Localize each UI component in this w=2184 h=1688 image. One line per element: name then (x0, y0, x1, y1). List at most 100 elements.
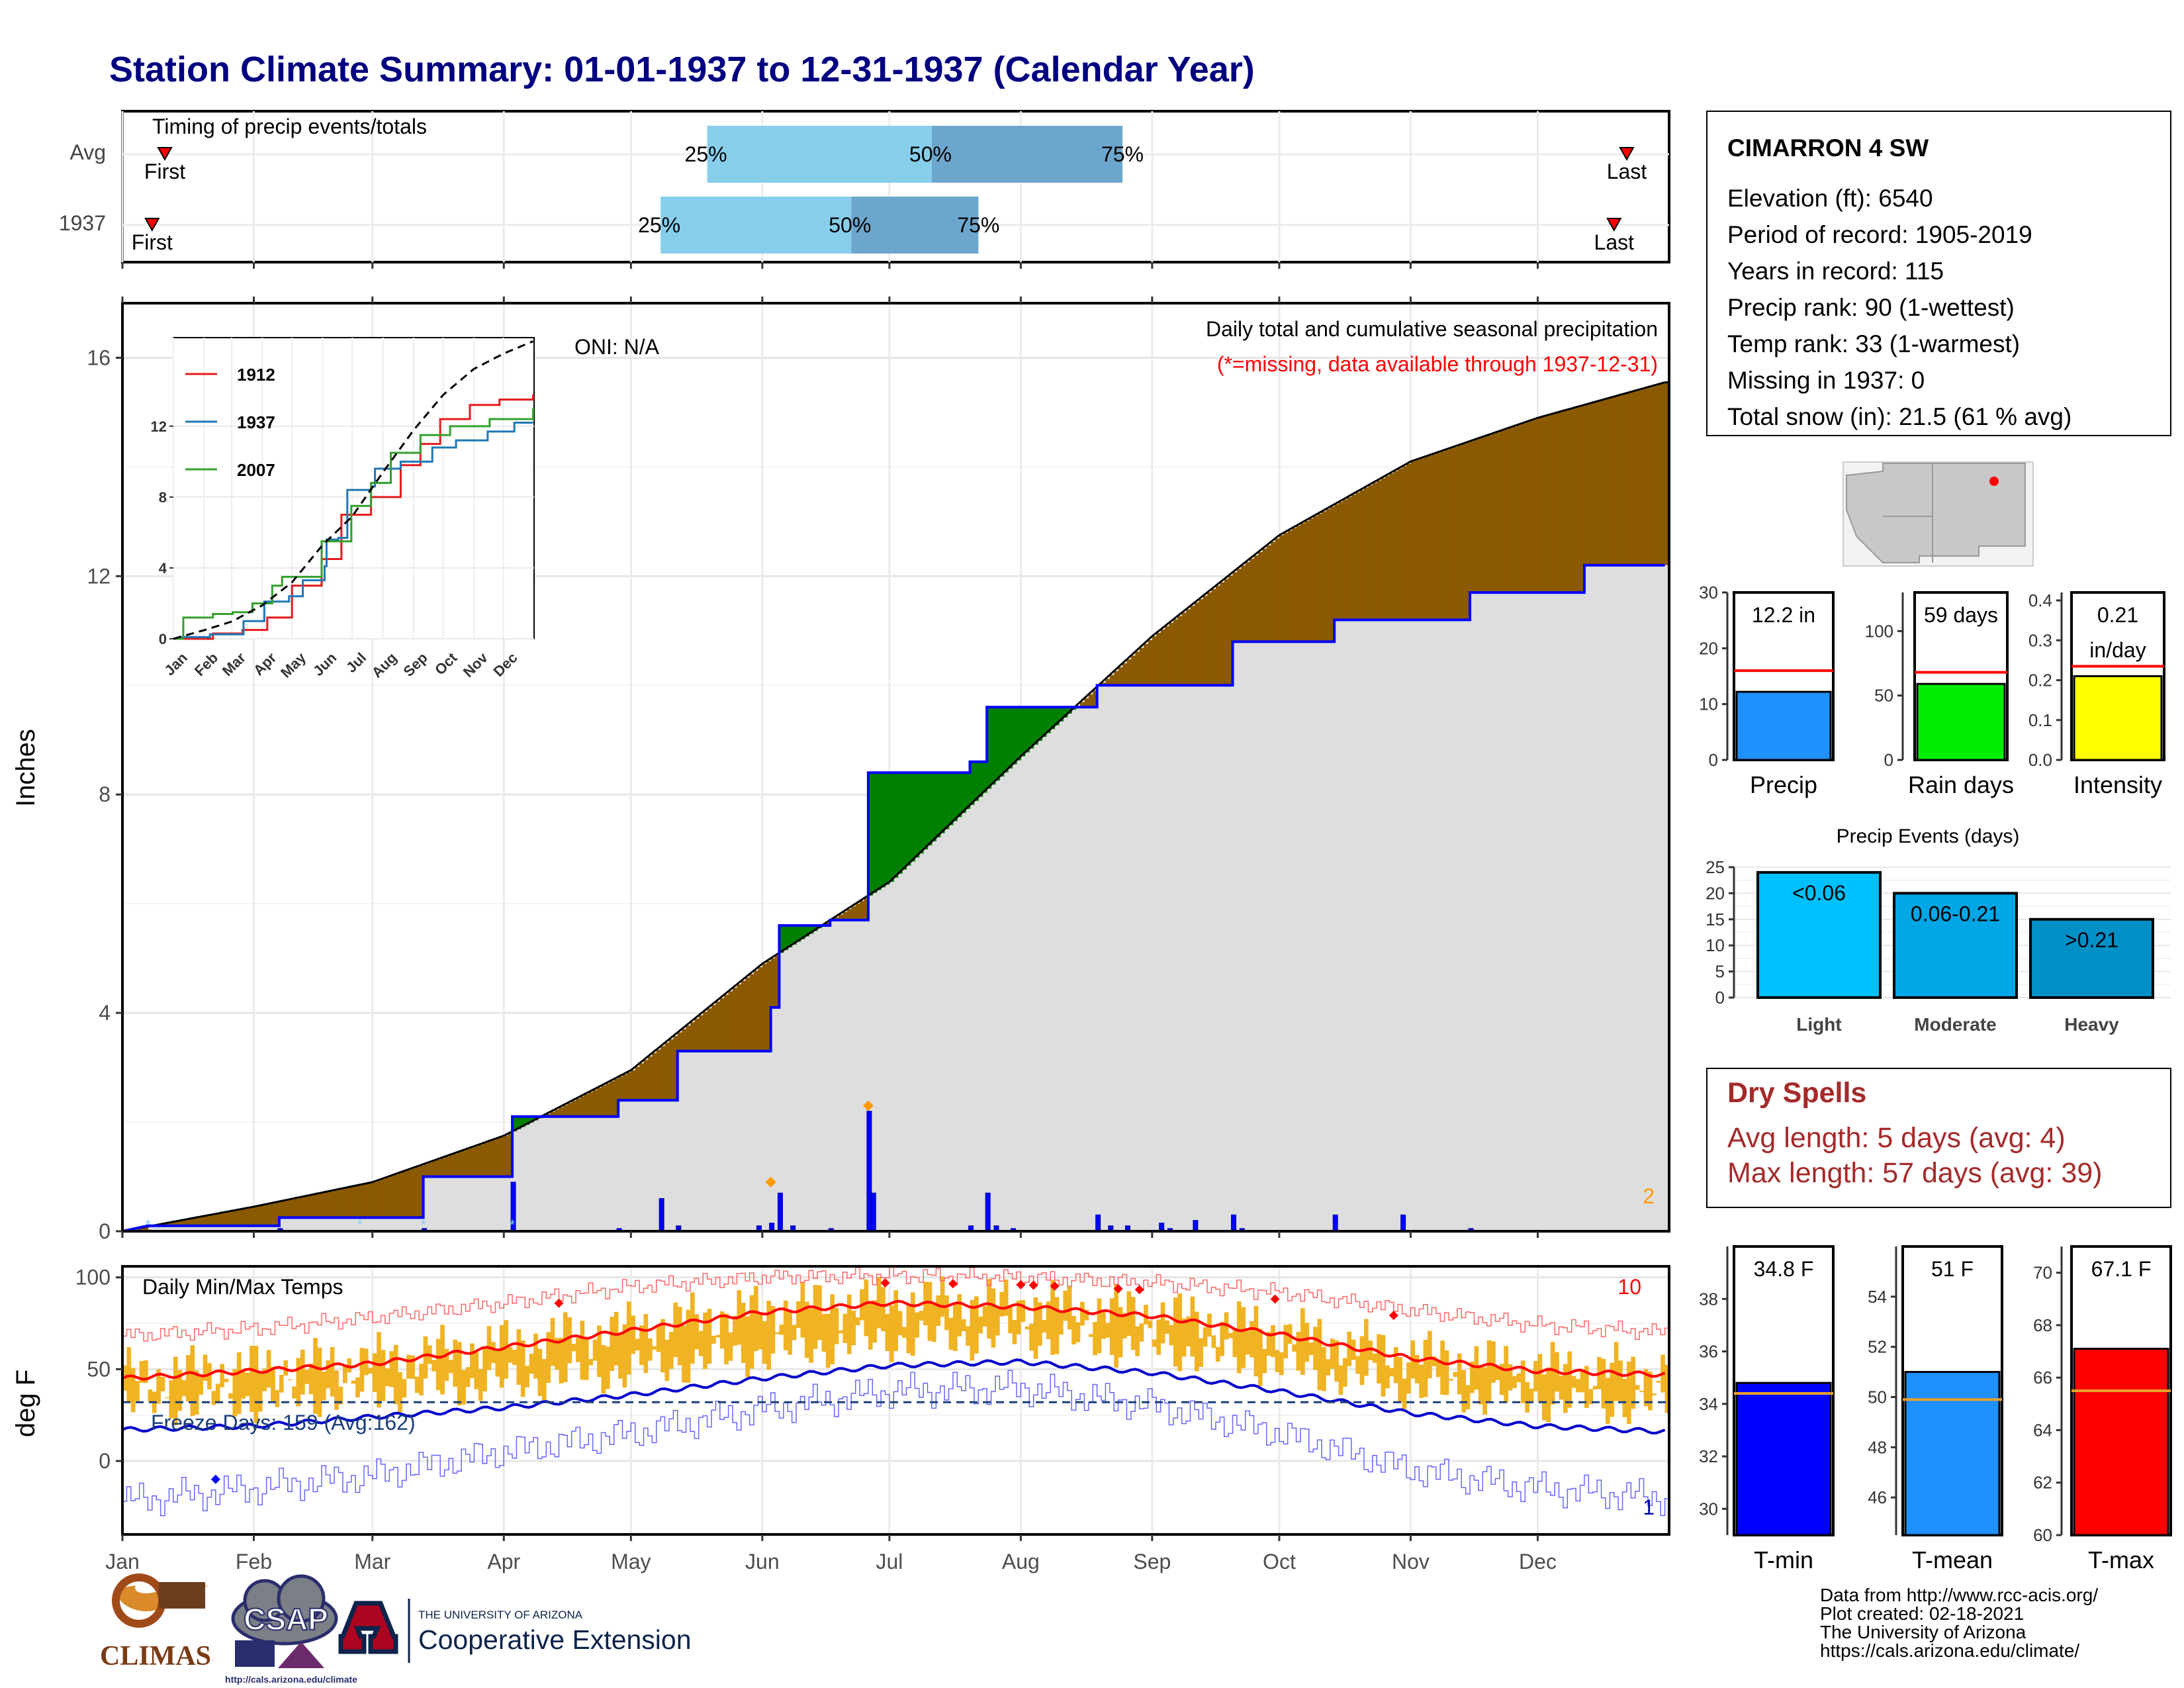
temp-summary-t-min-label: T-min (1754, 1546, 1813, 1573)
daily-temp-bar (1271, 1325, 1275, 1358)
surplus-column (961, 773, 966, 814)
deficit-column (1495, 432, 1500, 593)
surplus-column (1012, 707, 1017, 765)
daily-temp-bar (1203, 1327, 1208, 1347)
climas-logo-block (159, 1582, 205, 1609)
deficit-column (1338, 502, 1343, 620)
daily-temp-bar (266, 1350, 271, 1388)
temp-summary-t-mean-tick-label: 52 (1868, 1337, 1887, 1357)
cumulative-1937-line (122, 563, 1665, 1233)
daily-temp-bar (707, 1309, 712, 1364)
inset-line-1937 (173, 421, 533, 640)
daily-temp-bar (597, 1325, 602, 1378)
deficit-column (338, 1189, 343, 1218)
surplus-column (1042, 707, 1047, 737)
daily-temp-bar (601, 1344, 606, 1394)
deficit-column (1220, 582, 1225, 686)
summary-precip-value-bar (1735, 690, 1832, 761)
deficit-column (1664, 382, 1670, 565)
daily-temp-bar (1300, 1308, 1305, 1376)
surplus-column (1063, 707, 1068, 718)
month-label: Nov (1392, 1550, 1430, 1573)
deficit-column (495, 1139, 500, 1177)
deficit-column (292, 1198, 297, 1218)
daily-temp-bar (1241, 1307, 1246, 1368)
deficit-column (271, 1203, 276, 1226)
deficit-column (664, 1043, 670, 1101)
csap-logo-url: http://cals.arizona.edu/climate (225, 1674, 357, 1685)
timing-p25-label: 25% (638, 213, 680, 237)
deficit-column (1105, 679, 1111, 686)
daily-temp-bar (1181, 1318, 1187, 1357)
daily-temp-bar (1050, 1280, 1055, 1355)
deficit-column (1499, 430, 1504, 593)
daily-temp-bar (541, 1359, 547, 1401)
credit-data-source: Data from http://www.rcc-acis.org/ (1820, 1585, 2098, 1605)
daily-temp-bar (647, 1338, 653, 1361)
events-category-label: Light (1796, 1014, 1841, 1035)
csap-graphic-mountain (278, 1642, 324, 1668)
daily-temp-bar (851, 1310, 856, 1346)
daily-temp-bar (389, 1351, 394, 1387)
inset-average-line (173, 340, 534, 640)
daily-temp-bar (1428, 1331, 1432, 1379)
daily-temp-bar (741, 1303, 746, 1363)
precip-daily-bars: * * * * (145, 1100, 1474, 1233)
temp-summary-t-max-tick-label: 70 (2033, 1263, 2052, 1283)
summary-rain-days-label: Rain days (1908, 771, 2014, 798)
daily-temp-bar (1338, 1365, 1343, 1395)
daily-temp-bar (512, 1349, 517, 1365)
deficit-column (1165, 626, 1170, 686)
deficit-column (555, 1109, 560, 1117)
daily-temp-bar (160, 1376, 165, 1391)
deficit-column (1419, 458, 1424, 620)
deficit-column (660, 1046, 666, 1101)
events-bar-moderate (1893, 892, 2018, 1000)
deficit-column (1313, 516, 1318, 642)
events-tick-label: 10 (1706, 935, 1725, 955)
daily-temp-bar (974, 1296, 979, 1354)
daily-temp-bar (139, 1361, 144, 1383)
timing-iqr-high (851, 197, 979, 254)
daily-temp-bar (211, 1391, 216, 1405)
daily-temp-bar (224, 1378, 229, 1382)
temp-summary-t-max-value-text: 67.1 F (2091, 1257, 2152, 1281)
deficit-column (1160, 629, 1165, 686)
deficit-column (1576, 407, 1581, 593)
daily-temp-bar (944, 1295, 949, 1331)
temp-summary-t-max-tick-label: 64 (2033, 1420, 2052, 1440)
deficit-column (250, 1207, 255, 1226)
daily-temp-bar (1588, 1389, 1594, 1405)
daily-temp-bar (432, 1360, 437, 1372)
surplus-column (897, 773, 903, 874)
daily-temp-bar (1610, 1362, 1615, 1417)
deficit-column (486, 1141, 492, 1177)
surplus-column (991, 707, 996, 785)
daily-temp-bar (839, 1330, 843, 1334)
deficit-column (1410, 461, 1416, 620)
daily-temp-bar (961, 1319, 966, 1331)
deficit-column (1563, 410, 1568, 593)
deficit-column (855, 904, 860, 920)
deficit-column (1588, 403, 1594, 565)
daily-temp-bar (881, 1287, 886, 1332)
deficit-column (643, 1060, 649, 1101)
deficit-column (262, 1205, 267, 1226)
deficit-column (1304, 520, 1310, 642)
deficit-column (559, 1107, 564, 1117)
daily-temp-bar (1622, 1378, 1627, 1417)
map-states-shape (1846, 463, 2026, 563)
daily-temp-bar (321, 1371, 326, 1401)
surplus-column (923, 773, 929, 850)
daily-temp-bar (207, 1363, 212, 1389)
surplus-column (1003, 707, 1009, 773)
daily-temp-bar (724, 1313, 729, 1365)
daily-precip-bar (1193, 1220, 1199, 1232)
precip-ytick-label: 0 (99, 1219, 111, 1243)
deficit-column (639, 1063, 645, 1101)
surplus-column (525, 1116, 530, 1125)
daily-temp-bar (1347, 1331, 1352, 1366)
daily-temp-bar (952, 1303, 958, 1351)
deficit-column (1428, 455, 1433, 620)
